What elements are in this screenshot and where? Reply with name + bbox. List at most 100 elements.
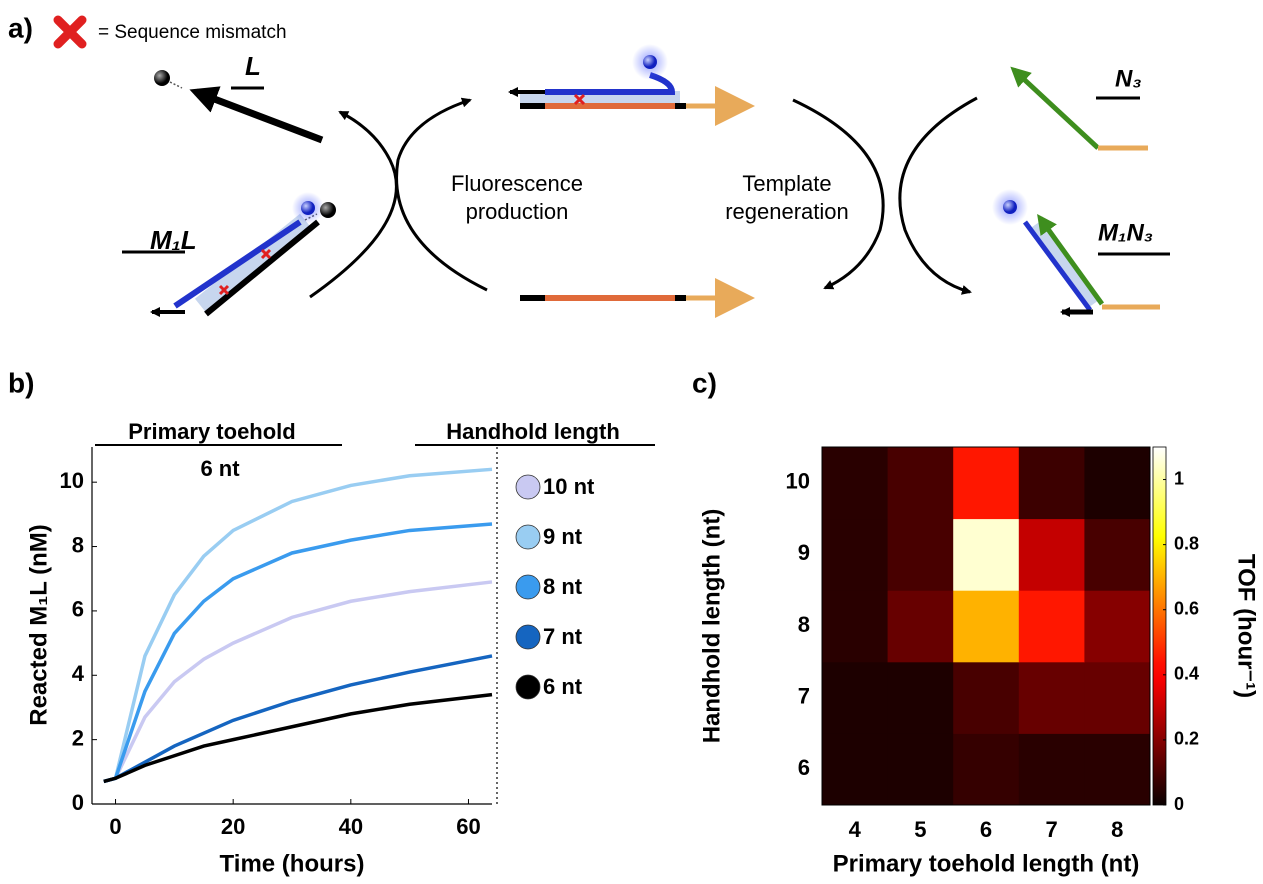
line-chart: b) Primary toehold 6 nt Handhold length … <box>8 367 655 877</box>
heatmap-cell <box>888 590 954 662</box>
annotation: 6 nt <box>200 456 240 481</box>
colorbar-tick-label: 1 <box>1174 468 1184 488</box>
y-tick-label: 4 <box>72 661 85 686</box>
diagram-circle <box>154 70 170 86</box>
heatmap-cell <box>1084 590 1150 662</box>
y-tick-label: 6 <box>72 597 84 622</box>
legend-label: 8 nt <box>543 574 583 599</box>
process-text: Fluorescence <box>451 171 583 196</box>
x-tick-label: 0 <box>109 814 121 839</box>
heatmap-cell <box>953 447 1019 519</box>
diagram-path <box>900 98 977 292</box>
heatmap-cell <box>822 662 888 734</box>
y-axis-label: Reacted M₁L (nM) <box>25 524 52 726</box>
x-tick-label: 20 <box>221 814 245 839</box>
data-line <box>104 695 492 782</box>
x-tick-label: 40 <box>339 814 363 839</box>
heatmap-cell <box>1019 590 1085 662</box>
figure: a) = Sequence mismatch L M₁L Fluorescenc… <box>0 0 1263 884</box>
diagram-line <box>1025 222 1090 310</box>
diagram-line <box>206 222 318 314</box>
heatmap-cell <box>953 733 1019 805</box>
legend-marker <box>516 625 540 649</box>
panel-label: c) <box>692 367 717 398</box>
label-n3: N₃ <box>1115 65 1142 92</box>
colorbar-tick-label: 0.6 <box>1174 598 1199 618</box>
heatmap-cell <box>1019 519 1085 591</box>
diagram-line <box>196 92 322 140</box>
label-l: L <box>245 51 261 81</box>
x-tick-label: 8 <box>1111 817 1123 842</box>
process-text: Template <box>742 171 831 196</box>
diagram-circle <box>1003 200 1017 214</box>
diagram-path <box>58 20 82 44</box>
diagram-line <box>1040 218 1102 304</box>
x-axis-label: Time (hours) <box>220 850 365 877</box>
legend-label: 6 nt <box>543 674 583 699</box>
process-text: production <box>466 199 569 224</box>
heatmap-cell <box>822 447 888 519</box>
heatmap-cell <box>888 447 954 519</box>
heatmap-cell <box>1019 733 1085 805</box>
colorbar-tick-label: 0.8 <box>1174 533 1199 553</box>
legend-marker <box>516 525 540 549</box>
heatmap-cell <box>1019 662 1085 734</box>
heatmap-cell <box>1084 519 1150 591</box>
heatmap-cell <box>1084 733 1150 805</box>
heatmap-cell <box>1019 447 1085 519</box>
page: a) = Sequence mismatch L M₁L Fluorescenc… <box>0 0 1263 884</box>
y-tick-label: 8 <box>72 532 84 557</box>
mismatch-icon <box>58 20 82 44</box>
y-tick-label: 10 <box>786 469 810 494</box>
heatmap-cell <box>822 519 888 591</box>
y-tick-label: 8 <box>798 612 810 637</box>
y-axis-label: Handhold length (nt) <box>698 509 725 744</box>
y-tick-label: 10 <box>60 468 84 493</box>
heatmap-cell <box>822 590 888 662</box>
legend-label: 7 nt <box>543 624 583 649</box>
y-tick-label: 6 <box>798 755 810 780</box>
y-tick-label: 2 <box>72 725 84 750</box>
diagram-circle <box>301 201 315 215</box>
heatmap-cell <box>888 733 954 805</box>
x-tick-label: 5 <box>914 817 926 842</box>
heatmap-cell <box>822 733 888 805</box>
colorbar <box>1153 447 1166 805</box>
legend-label: 10 nt <box>543 474 595 499</box>
heatmap-cell <box>888 519 954 591</box>
diagram: a) = Sequence mismatch L M₁L Fluorescenc… <box>8 12 1170 314</box>
x-tick-label: 4 <box>849 817 862 842</box>
data-line <box>104 469 492 781</box>
heatmap-cell <box>888 662 954 734</box>
panel-label: b) <box>8 367 34 398</box>
colorbar-tick-label: 0.2 <box>1174 729 1199 749</box>
heatmap-cell <box>953 590 1019 662</box>
legend-marker <box>516 675 540 699</box>
colorbar-tick-label: 0.4 <box>1174 664 1199 684</box>
diagram-circle <box>320 202 336 218</box>
legend-text: = Sequence mismatch <box>98 22 287 43</box>
legend-marker <box>516 475 540 499</box>
colorbar-label: TOF (hour⁻¹) <box>1233 554 1260 698</box>
annotation: Primary toehold <box>128 419 295 444</box>
legend-marker <box>516 575 540 599</box>
annotation: Handhold length <box>446 419 620 444</box>
x-axis-label: Primary toehold length (nt) <box>833 850 1140 877</box>
diagram-path <box>170 82 182 88</box>
diagram-circle <box>643 55 657 69</box>
legend-label: 9 nt <box>543 524 583 549</box>
data-line <box>104 656 492 782</box>
process-text: regeneration <box>725 199 849 224</box>
x-tick-label: 7 <box>1045 817 1057 842</box>
heatmap-cell <box>953 519 1019 591</box>
y-tick-label: 0 <box>72 790 84 815</box>
diagram-line <box>1014 70 1098 148</box>
y-tick-label: 7 <box>798 683 810 708</box>
x-tick-label: 6 <box>980 817 992 842</box>
heatmap-cell <box>953 662 1019 734</box>
data-line <box>104 524 492 781</box>
y-tick-label: 9 <box>798 540 810 565</box>
heatmap-cell <box>1084 447 1150 519</box>
label-m1l: M₁L <box>150 225 197 255</box>
colorbar-tick-label: 0 <box>1174 794 1184 814</box>
